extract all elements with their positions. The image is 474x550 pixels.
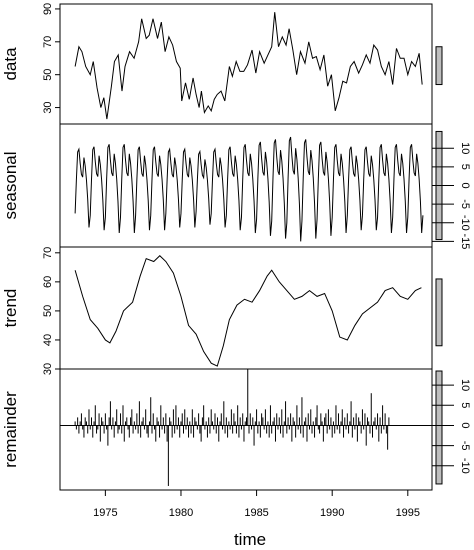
y-tick-label: 40	[42, 334, 54, 346]
x-axis-title: time	[234, 530, 266, 549]
x-axis: 1975 1980 1985 1990 1995	[93, 490, 420, 519]
panel-label-data: data	[1, 47, 20, 81]
series-line-data	[74, 12, 423, 120]
y-tick-label: -5	[459, 441, 471, 451]
range-bar-remainder	[435, 370, 443, 485]
x-tick-label: 1995	[396, 507, 420, 519]
y-tick-label: 30	[42, 363, 54, 375]
y-tick-label: 0	[459, 182, 471, 188]
y-tick-label: -10	[459, 458, 471, 474]
panel-label-trend: trend	[1, 289, 20, 328]
panel-label-remainder: remainder	[1, 391, 20, 468]
range-bar-data	[435, 46, 443, 86]
y-tick-label: 60	[42, 276, 54, 288]
panels-layer: 30507090data-15-10-50510seasonal30405060…	[1, 3, 471, 491]
y-tick-label: 90	[42, 3, 54, 15]
y-tick-label: 30	[42, 101, 54, 113]
y-tick-label: -10	[459, 215, 471, 231]
y-tick-label: 10	[459, 379, 471, 391]
y-tick-label: 5	[459, 402, 471, 408]
y-tick-label: 0	[459, 422, 471, 428]
y-tick-label: 5	[459, 164, 471, 170]
panel-label-seasonal: seasonal	[1, 151, 20, 219]
y-tick-label: 70	[42, 247, 54, 259]
y-tick-label: 70	[42, 36, 54, 48]
y-tick-label: 50	[42, 305, 54, 317]
series-line-seasonal	[74, 136, 424, 242]
x-tick-label: 1975	[93, 507, 117, 519]
panel-trend: 30 40 50 60 70 trend	[1, 246, 443, 375]
y-tick-label: 50	[42, 69, 54, 81]
x-tick-label: 1985	[244, 507, 268, 519]
panel-frame-remainder	[59, 368, 433, 491]
series-line-trend	[74, 255, 422, 367]
x-tick-label: 1980	[169, 507, 193, 519]
y-tick-label: -5	[459, 199, 471, 209]
range-bar-trend	[435, 278, 443, 347]
panel-remainder: -10 -5 0 5 10 remainder	[1, 368, 471, 491]
x-tick-label: 1990	[320, 507, 344, 519]
y-tick-label: 10	[459, 142, 471, 154]
y-tick-label: -15	[459, 233, 471, 249]
